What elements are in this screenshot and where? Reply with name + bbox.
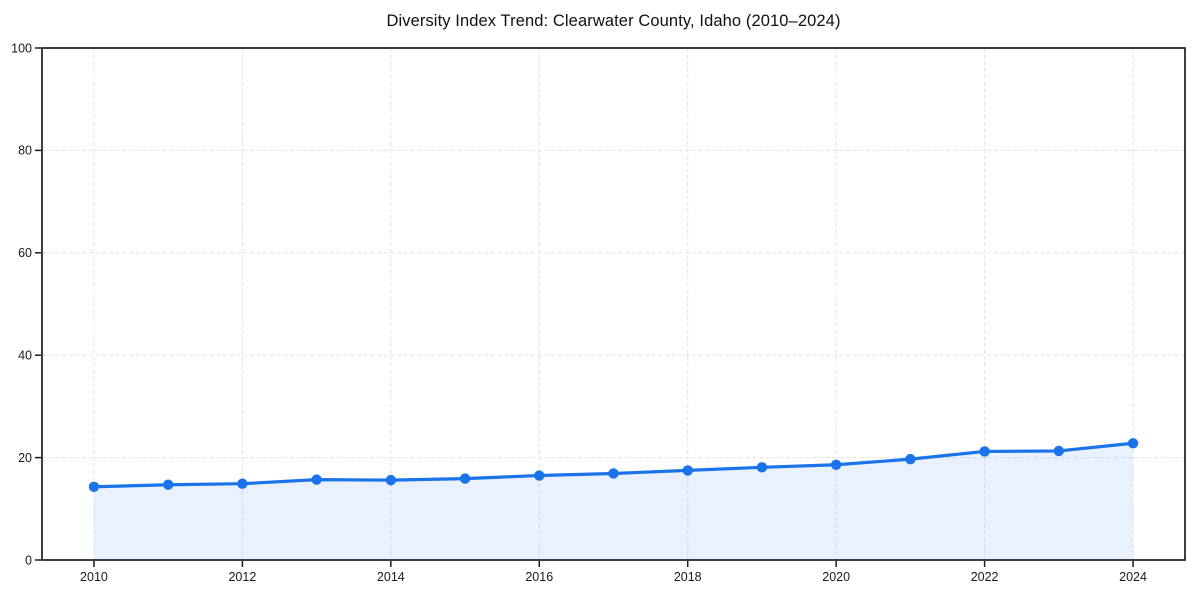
- data-point-2016: [534, 470, 545, 481]
- x-tick-label: 2014: [377, 570, 405, 584]
- x-tick-label: 2018: [674, 570, 702, 584]
- y-tick-label: 20: [18, 451, 32, 465]
- plot-border: [41, 47, 1186, 561]
- x-tick-label: 2024: [1119, 570, 1147, 584]
- x-tick-label: 2022: [971, 570, 999, 584]
- y-tick-label: 100: [11, 41, 32, 55]
- x-tick-label: 2010: [80, 570, 108, 584]
- data-point-2024: [1127, 438, 1139, 449]
- y-tick-label: 40: [18, 349, 32, 363]
- x-tick-label: 2012: [228, 570, 256, 584]
- chart-title: Diversity Index Trend: Clearwater County…: [386, 12, 841, 30]
- data-point-2013: [311, 474, 322, 485]
- y-tick-label: 60: [18, 246, 32, 260]
- data-point-2014: [385, 474, 397, 486]
- data-point-2021: [905, 453, 916, 465]
- data-point-2023: [1053, 445, 1065, 457]
- data-point-2015: [459, 473, 471, 484]
- data-point-2012: [237, 478, 248, 489]
- data-point-2017: [608, 468, 619, 479]
- data-point-2018: [682, 465, 693, 476]
- area-fill: [93, 443, 1134, 560]
- x-tick-label: 2016: [525, 570, 553, 584]
- data-point-2010: [88, 481, 100, 492]
- data-point-2022: [979, 446, 990, 457]
- data-point-2020: [830, 459, 842, 470]
- y-tick-label: 0: [25, 553, 32, 567]
- x-tick-label: 2020: [822, 570, 850, 584]
- y-tick-label: 80: [18, 144, 32, 158]
- data-point-2019: [756, 462, 768, 473]
- data-point-2011: [162, 479, 174, 490]
